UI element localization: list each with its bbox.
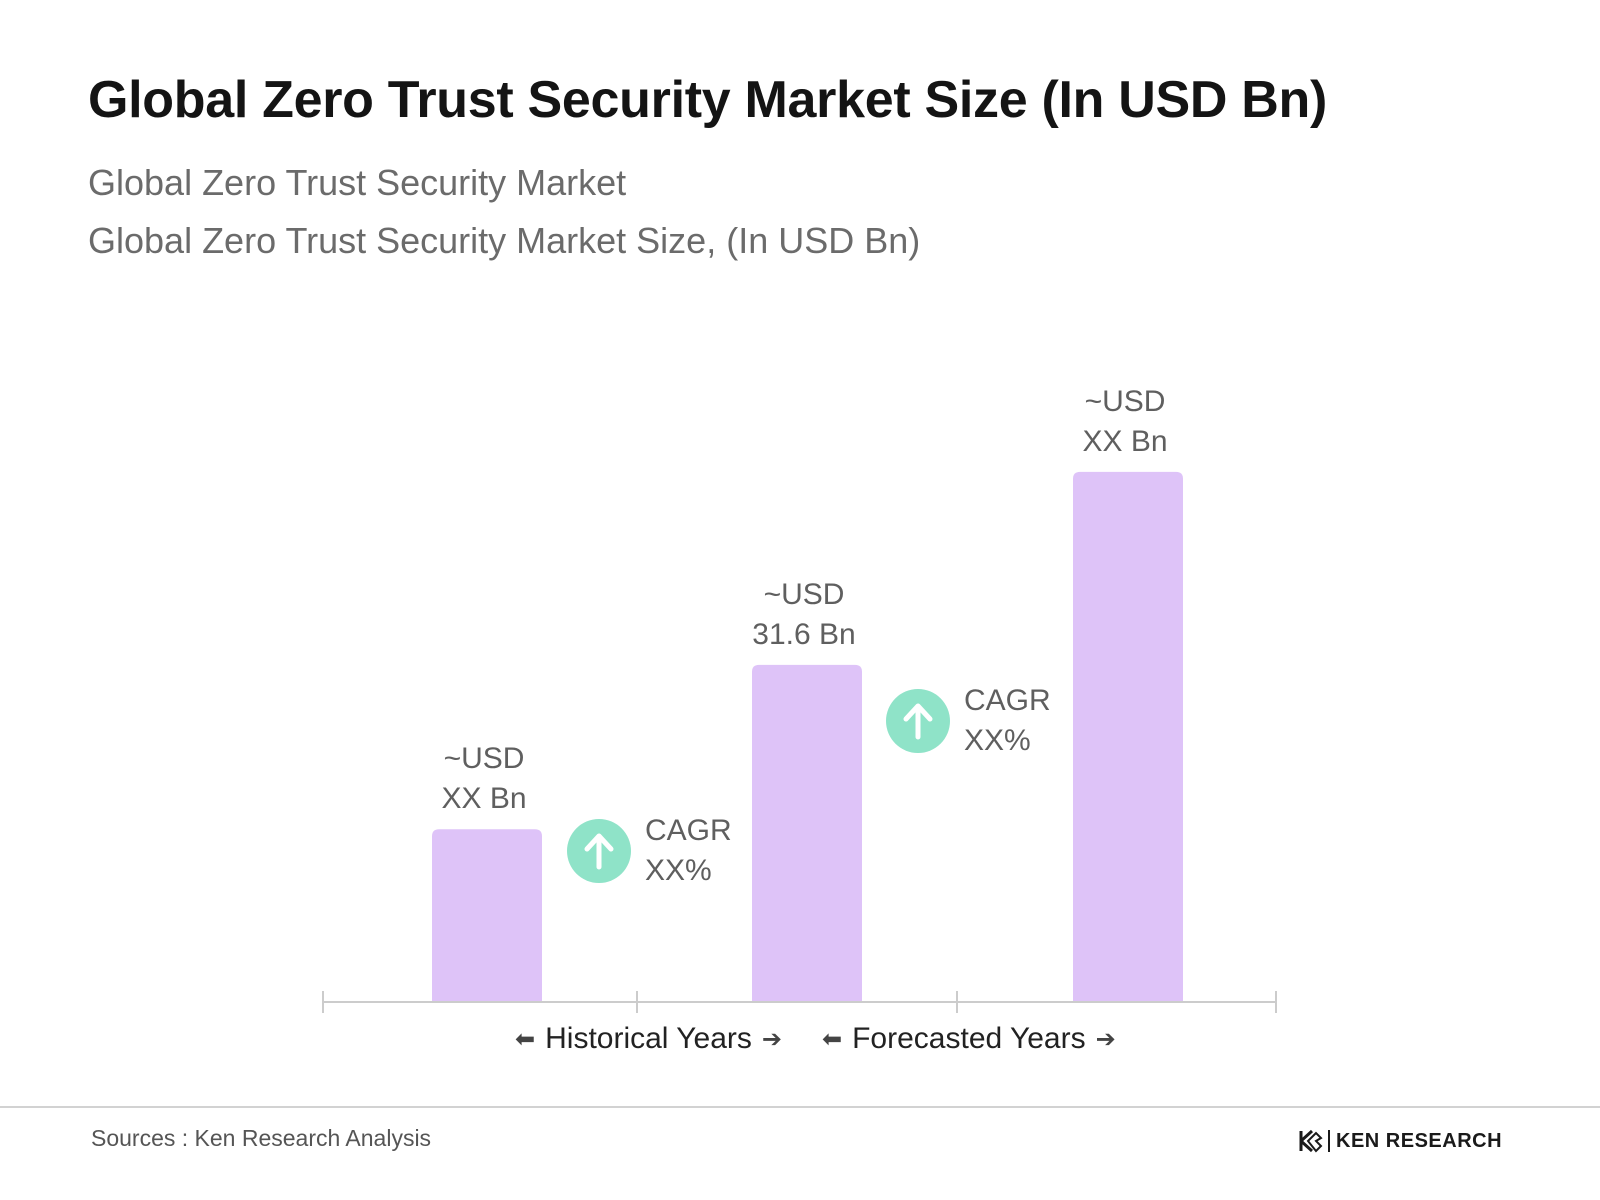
period-label: Historical Years [545, 1022, 752, 1055]
bar-value-label: ~USD XX Bn [1015, 382, 1235, 462]
arrow-up-icon [886, 689, 950, 753]
arrow-left-icon: ⬅ [822, 1025, 843, 1053]
bar-1 [752, 664, 862, 1002]
logo-text: KEN RESEARCH [1336, 1129, 1503, 1152]
bar-0 [432, 829, 542, 1002]
chart-subtitle-units: Global Zero Trust Security Market Size, … [88, 220, 921, 261]
period-historical: ⬅ Historical Years ➔ [505, 1022, 792, 1056]
arrow-up-icon [567, 819, 631, 883]
bar-value-text: 31.6 Bn [752, 617, 856, 651]
arrow-right-icon: ➔ [761, 1025, 782, 1053]
bar-value-text: XX Bn [441, 782, 527, 816]
cagr-label: CAGR [964, 684, 1051, 717]
bar-value-text: XX Bn [1082, 424, 1168, 458]
cagr-indicator: CAGR XX% [886, 681, 1051, 761]
arrow-left-icon: ⬅ [515, 1025, 536, 1053]
source-note: Sources : Ken Research Analysis [91, 1125, 432, 1151]
ken-research-logo-icon [1299, 1129, 1323, 1153]
bar-value-label: ~USD XX Bn [374, 739, 594, 819]
ken-research-logo: KEN RESEARCH [1298, 1128, 1502, 1154]
chart-subtitle: Global Zero Trust Security Market [88, 162, 627, 203]
chart-title: Global Zero Trust Security Market Size (… [88, 71, 1328, 129]
bar-value-prefix: ~USD [763, 577, 845, 611]
arrow-right-icon: ➔ [1095, 1025, 1116, 1053]
bar-value-label: ~USD 31.6 Bn [694, 575, 914, 655]
cagr-label: CAGR [645, 814, 732, 847]
bar-2 [1073, 471, 1183, 1002]
bar-value-prefix: ~USD [443, 742, 525, 776]
logo-separator [1328, 1130, 1330, 1152]
footer-divider [0, 1106, 1600, 1108]
cagr-value: XX% [964, 724, 1031, 757]
period-label: Forecasted Years [852, 1022, 1086, 1055]
cagr-indicator: CAGR XX% [567, 811, 732, 891]
period-forecasted: ⬅ Forecasted Years ➔ [812, 1022, 1126, 1056]
bar-value-prefix: ~USD [1084, 384, 1166, 418]
cagr-value: XX% [645, 854, 712, 887]
